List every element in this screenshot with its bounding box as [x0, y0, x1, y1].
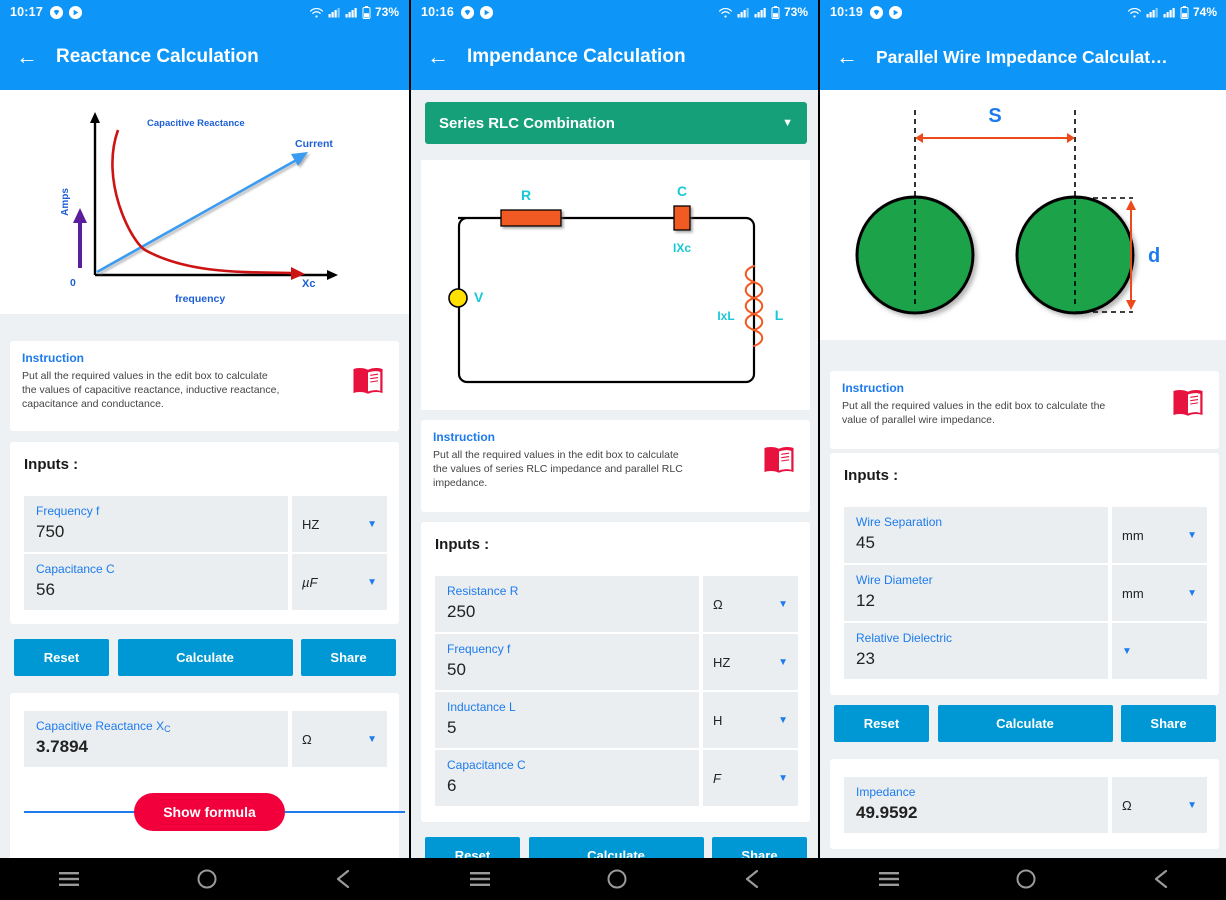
svg-text:Current: Current: [295, 138, 333, 150]
svg-text:IXc: IXc: [673, 241, 691, 255]
svg-text:S: S: [988, 105, 1001, 127]
svg-text:Capacitive Reactance: Capacitive Reactance: [147, 118, 245, 129]
svg-text:L: L: [775, 307, 784, 323]
svg-text:Xc: Xc: [302, 278, 315, 290]
svg-text:d: d: [1148, 245, 1160, 267]
svg-text:Amps: Amps: [60, 188, 71, 216]
svg-text:C: C: [677, 183, 687, 199]
svg-text:R: R: [521, 187, 531, 203]
svg-text:V: V: [474, 289, 484, 305]
svg-text:IxL: IxL: [717, 309, 734, 323]
svg-text:frequency: frequency: [175, 293, 225, 305]
svg-text:0: 0: [70, 277, 76, 289]
